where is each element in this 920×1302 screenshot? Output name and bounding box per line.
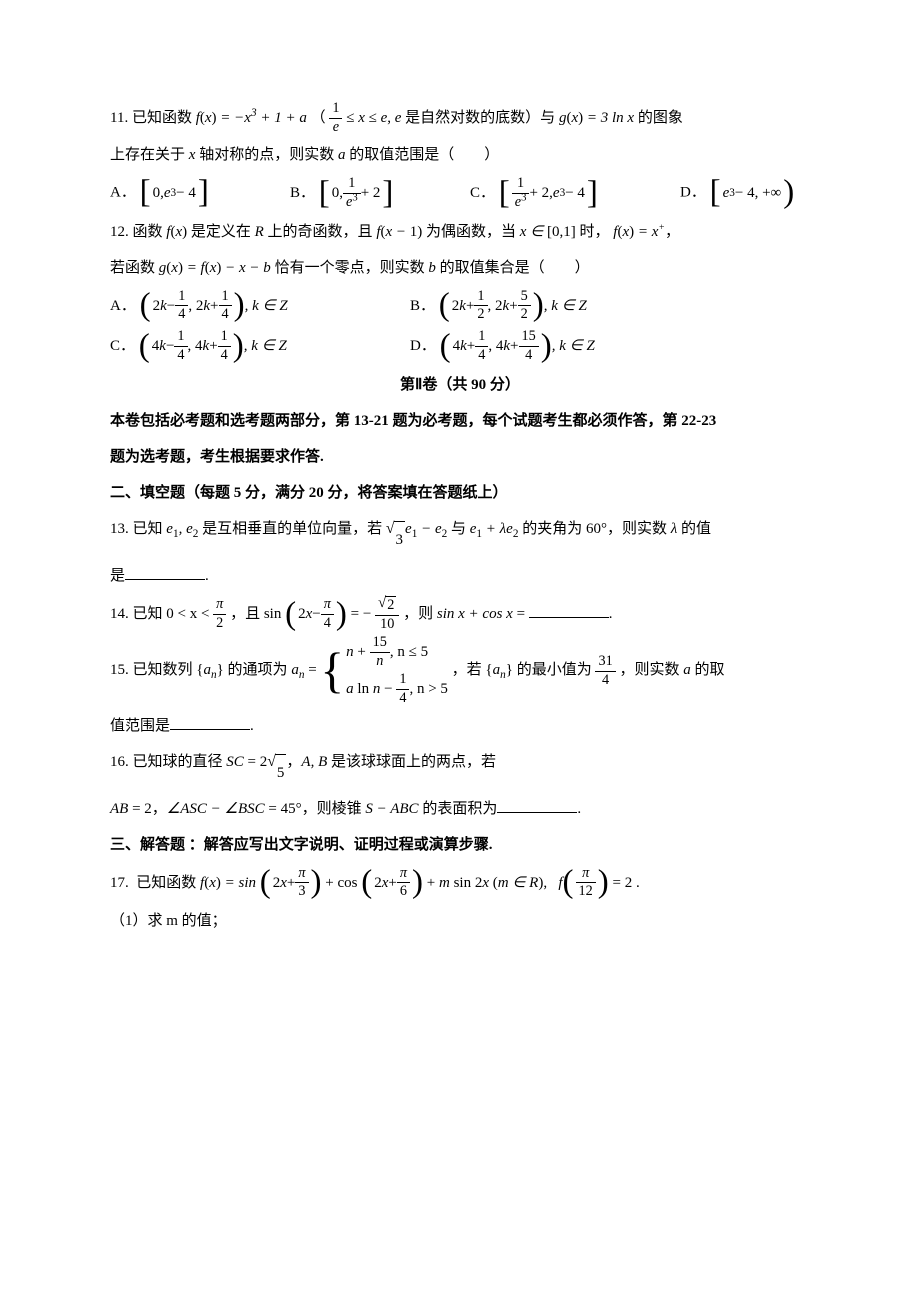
- q13-line2: 是.: [110, 558, 810, 594]
- q16-blank: [497, 797, 577, 813]
- q11-gx: g(x) = 3 ln x: [559, 110, 634, 126]
- q16-line2: AB = 2，∠ASC − ∠BSC = 45°，则棱锥 S − ABC 的表面…: [110, 791, 810, 827]
- q11-fx: f(x) = −x3 + 1 + a: [196, 110, 307, 126]
- q11-opt-a: A． [0, e3 − 4]: [110, 173, 290, 214]
- q13-blank: [125, 564, 205, 580]
- q12-opt-c: C． (4k − 14, 4k + 14), k ∈ Z: [110, 326, 410, 367]
- q14: 14. 已知 0 < x < π2 ，且 sin (2x − π4) = − √…: [110, 594, 810, 635]
- q11-opt-d: D． [e3 − 4, +∞): [680, 173, 794, 214]
- q12-line1: 12. 函数 f(x) 是定义在 R 上的奇函数，且 f(x − 1) 为偶函数…: [110, 214, 810, 250]
- q16-line1: 16. 已知球的直径 SC = 2√5，A, B 是该球球面上的两点，若: [110, 744, 810, 791]
- q11-line2: 上存在关于 x 轴对称的点，则实数 a 的取值范围是（ ）: [110, 137, 810, 173]
- q11-line1: 11. 已知函数 f(x) = −x3 + 1 + a （ 1e ≤ x ≤ e…: [110, 100, 810, 137]
- q11-po: （: [311, 110, 326, 126]
- q17-line1: 17. 已知函数 f(x) = sin (2x + π3) + cos (2x …: [110, 863, 810, 904]
- q11-tail: 的图象: [638, 110, 683, 126]
- piecewise-brace-icon: { n + 15n, n ≤ 5 a ln n − 14, n > 5: [320, 634, 448, 707]
- q12-opt-a: A． (2k − 14, 2k + 14), k ∈ Z: [110, 286, 410, 327]
- q12-line2: 若函数 g(x) = f(x) − x − b 恰有一个零点，则实数 b 的取值…: [110, 250, 810, 286]
- part2-title: 第Ⅱ卷（共 90 分）: [110, 367, 810, 403]
- q11-options: A． [0, e3 − 4] B． [0, 1e3 + 2] C． [1e3 +…: [110, 173, 810, 214]
- q17-sub1: （1）求 m 的值；: [110, 903, 810, 939]
- section2-title: 二、填空题（每题 5 分，满分 20 分，将答案填在答题纸上）: [110, 475, 810, 511]
- sqrt-icon: √3: [386, 521, 405, 558]
- q12-options-row1: A． (2k − 14, 2k + 14), k ∈ Z B． (2k + 12…: [110, 286, 810, 327]
- q13-line1: 13. 已知 e1, e2 是互相垂直的单位向量，若 √3e1 − e2 与 e…: [110, 511, 810, 558]
- instructions-1: 本卷包括必考题和选考题两部分，第 13-21 题为必考题，每个试题考生都必须作答…: [110, 403, 810, 439]
- q14-blank: [529, 602, 609, 618]
- q15-line2: 值范围是.: [110, 708, 810, 744]
- section3-title: 三、解答题 ：解答应写出文字说明、证明过程或演算步骤.: [110, 827, 810, 863]
- q11-dfrac: 1e: [329, 100, 342, 137]
- q11-opt-c: C． [1e3 + 2, e3 − 4]: [470, 173, 680, 214]
- q12-options-row2: C． (4k − 14, 4k + 14), k ∈ Z D． (4k + 14…: [110, 326, 810, 367]
- instructions-2: 题为选考题，考生根据要求作答.: [110, 439, 810, 475]
- q11-dtail: ≤ x ≤ e, e 是自然对数的底数）与: [346, 110, 559, 126]
- q12-opt-b: B． (2k + 12, 2k + 52), k ∈ Z: [410, 286, 587, 327]
- q12-opt-d: D． (4k + 14, 4k + 154), k ∈ Z: [410, 326, 595, 367]
- q15-blank: [170, 714, 250, 730]
- q11-lead: 11. 已知函数: [110, 110, 196, 126]
- q11-opt-b: B． [0, 1e3 + 2]: [290, 173, 470, 214]
- q15-line1: 15. 已知数列 {an} 的通项为 an = { n + 15n, n ≤ 5…: [110, 634, 810, 707]
